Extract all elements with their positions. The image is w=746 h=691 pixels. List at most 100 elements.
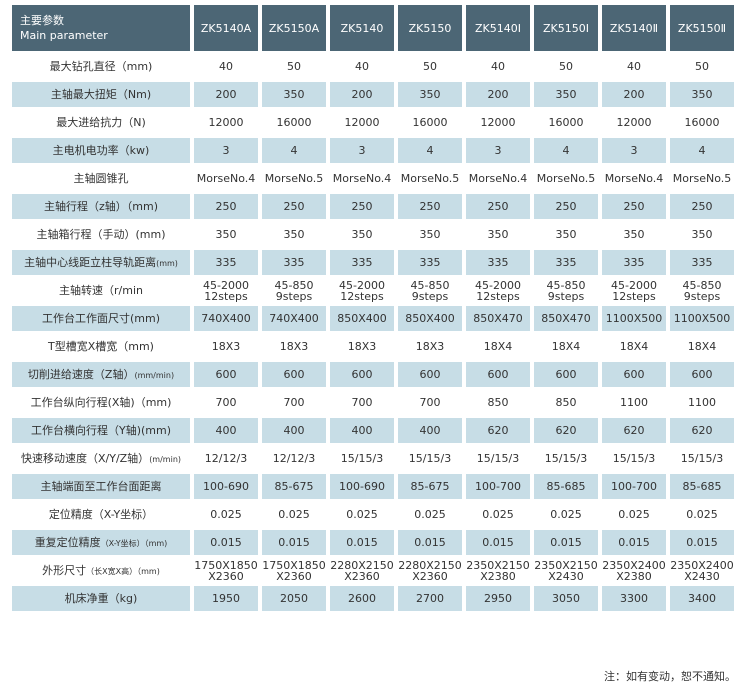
spec-value: 350 [623,228,645,241]
spec-value: 0.015 [330,530,394,555]
spec-value: 0.015 [534,530,598,555]
spec-value: 600 [670,362,734,387]
spec-row: 最大进给抗力（N) 12000 16000 12000 16000 12000 16000 1… [12,110,734,135]
model-name: ZK5150 [398,5,462,51]
spec-value: 0.015 [262,530,326,555]
spec-row: 切削进给速度（Z轴）(mm/min) 600 600 600 600 600 600 600 6… [12,362,734,387]
spec-row: 工作台工作面尺寸(mm) 740X400 740X400 850X400 850X400… [12,306,734,331]
spec-value: 600 [194,362,258,387]
model-name: ZK5140 [330,5,394,51]
row-label-cell: 最大钻孔直径（mm) [12,54,190,79]
spec-value: 600 [262,362,326,387]
spec-value: 18X3 [347,340,377,353]
footer-note: 注：如有变动，恕不通知。 [604,670,736,683]
spec-value: 350 [398,82,462,107]
spec-value: 45-850 9steps [682,278,722,303]
row-label-cell: 主轴最大扭矩（Nm) [12,82,190,107]
spec-value: 45-2000 12steps [339,278,385,303]
spec-row: 主轴转速（r/min 45-2000 12steps 45-850 9steps 45… [12,278,734,303]
spec-value: 3050 [534,586,598,611]
spec-value: 850X470 [534,306,598,331]
spec-value: MorseNo.5 [400,172,460,185]
row-label-cell: 机床净重（kg) [12,586,190,611]
spec-value: 18X3 [415,340,445,353]
spec-value: 3300 [602,586,666,611]
spec-value: 740X400 [194,306,258,331]
spec-row: 主轴箱行程（手动）(mm) 350 350 350 350 350 350 350 350 [12,222,734,247]
spec-value: 0.025 [550,508,582,521]
model-name: ZK5140Ⅱ [602,5,666,51]
spec-value: 600 [602,362,666,387]
spec-row: 主轴最大扭矩（Nm) 200 350 200 350 200 350 200 350 [12,82,734,107]
row-label-cell: 主轴圆锥孔 [12,166,190,191]
spec-value: 45-850 9steps [274,278,314,303]
spec-value: 200 [602,82,666,107]
spec-row: 快速移动速度（X/Y/Z轴）(m/min) 12/12/3 12/12/3 15/15… [12,446,734,471]
spec-row: 主轴圆锥孔 MorseNo.4 MorseNo.5 MorseNo.4 MorseNo.… [12,166,734,191]
row-label: 主轴箱行程（手动）(mm) [36,228,166,241]
spec-value: 12000 [208,116,244,129]
spec-value: 50 [287,60,301,73]
spec-row: 主轴行程（z轴）（mm) 250 250 250 250 250 250 250 250 [12,194,734,219]
spec-value: 15/15/3 [340,452,384,465]
spec-value: 1750X1850 X2360 [194,558,258,583]
row-label-cell: 切削进给速度（Z轴）(mm/min) [12,362,190,387]
spec-value: 18X4 [483,340,513,353]
spec-value: 85-685 [534,474,598,499]
spec-value: 850X400 [330,306,394,331]
spec-value: 0.025 [482,508,514,521]
spec-value: 350 [351,228,373,241]
spec-value: 18X3 [279,340,309,353]
row-label: 外形尺寸 [42,563,87,577]
row-label: 最大钻孔直径（mm) [49,60,153,73]
spec-value: 400 [262,418,326,443]
spec-value: 12/12/3 [204,452,248,465]
spec-value: 45-2000 12steps [611,278,657,303]
spec-value: 15/15/3 [408,452,452,465]
spec-value: MorseNo.5 [264,172,324,185]
spec-value: 50 [695,60,709,73]
spec-row: 主轴端面至工作台面距离 100-690 85-675 100-690 85-675 100… [12,474,734,499]
spec-value: 250 [398,194,462,219]
spec-value: 600 [534,362,598,387]
spec-value: 1100 [688,396,716,409]
spec-value: 0.015 [466,530,530,555]
spec-value: 850 [487,396,509,409]
spec-value: MorseNo.4 [604,172,664,185]
spec-row: 机床净重（kg) 1950 2050 2600 2700 2950 3050 3300 3400 [12,586,734,611]
spec-value: 850X470 [466,306,530,331]
spec-value: 16000 [276,116,312,129]
spec-value: 350 [691,228,713,241]
spec-value: 3 [330,138,394,163]
row-label-cell: 定位精度（X-Y坐标） [12,502,190,527]
spec-value: 2350X2400 X2380 [602,558,666,583]
row-label: 定位精度（X-Y坐标） [48,508,154,521]
spec-value: 200 [194,82,258,107]
spec-value: 0.025 [278,508,310,521]
spec-value: 335 [602,250,666,275]
spec-value: 700 [215,396,237,409]
spec-value: 3400 [670,586,734,611]
row-label: 切削进给速度（Z轴） [27,367,135,381]
spec-value: 350 [487,228,509,241]
spec-value: 700 [283,396,305,409]
spec-value: 0.025 [210,508,242,521]
spec-value: 350 [215,228,237,241]
spec-value: 40 [355,60,369,73]
spec-value: 2350X2150 X2430 [534,558,598,583]
spec-value: 40 [219,60,233,73]
row-label-cell: 主轴箱行程（手动）(mm) [12,222,190,247]
row-label-cell: 主轴行程（z轴）（mm) [12,194,190,219]
spec-value: 45-2000 12steps [475,278,521,303]
spec-value: 18X3 [211,340,241,353]
spec-value: 18X4 [551,340,581,353]
spec-value: 350 [670,82,734,107]
spec-value: 4 [398,138,462,163]
row-label: 主轴最大扭矩（Nm) [50,88,152,101]
spec-value: 50 [559,60,573,73]
row-label: 工作台纵向行程(X轴)（mm) [30,396,172,409]
spec-value: 18X4 [687,340,717,353]
spec-value: 0.015 [398,530,462,555]
spec-row: 主轴中心线距立柱导轨距离(mm) 335 335 335 335 335 335 335 335 [12,250,734,275]
spec-value: 0.025 [346,508,378,521]
